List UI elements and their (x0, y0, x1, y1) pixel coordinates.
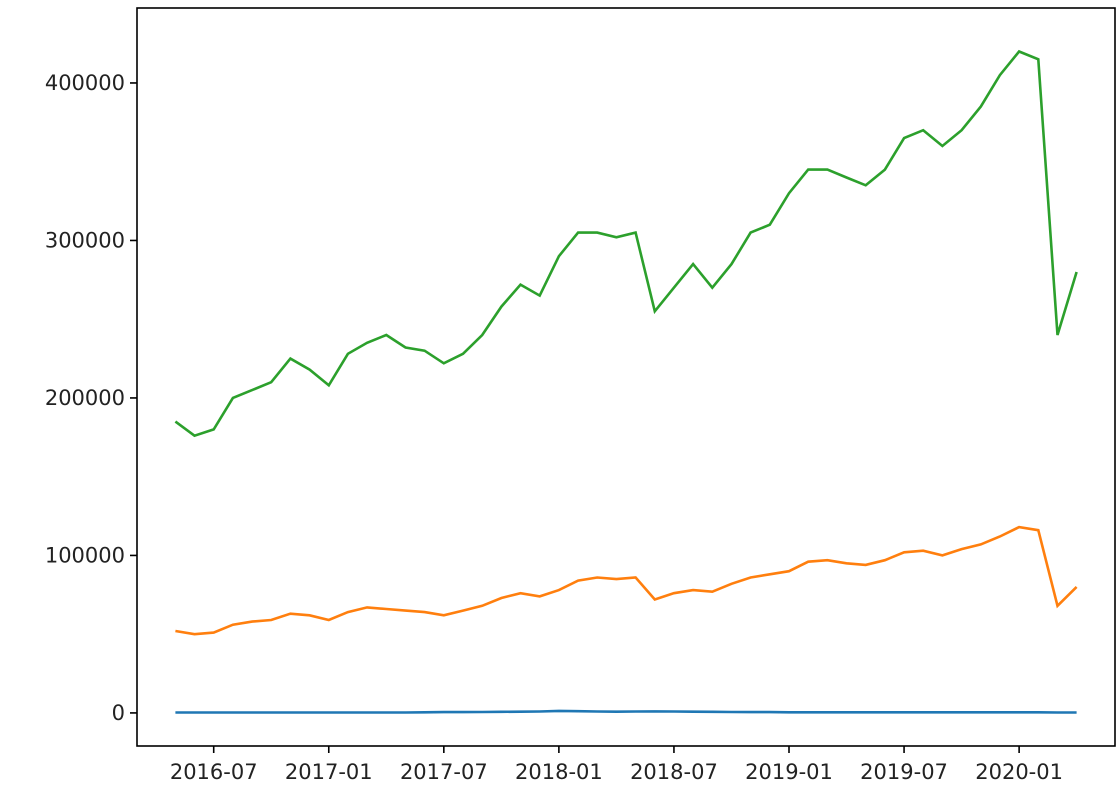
x-tick-label: 2018-01 (515, 760, 603, 784)
y-tick-label: 200000 (45, 386, 125, 410)
x-tick-label: 2016-07 (170, 760, 258, 784)
x-tick-label: 2017-01 (285, 760, 373, 784)
plot-frame (136, 7, 1116, 747)
y-tick-label: 100000 (45, 543, 125, 567)
x-tick-label: 2017-07 (400, 760, 488, 784)
line-series (175, 525, 1078, 636)
x-tick-label: 2020-01 (975, 760, 1063, 784)
line-series (174, 49, 1078, 438)
y-tick-label: 300000 (45, 228, 125, 252)
y-tick-label: 400000 (45, 71, 125, 95)
x-tick-label: 2019-07 (860, 760, 948, 784)
y-tick-label: 0 (112, 701, 125, 725)
line-series (175, 709, 1077, 714)
x-tick-label: 2018-07 (630, 760, 718, 784)
x-tick-label: 2019-01 (745, 760, 833, 784)
